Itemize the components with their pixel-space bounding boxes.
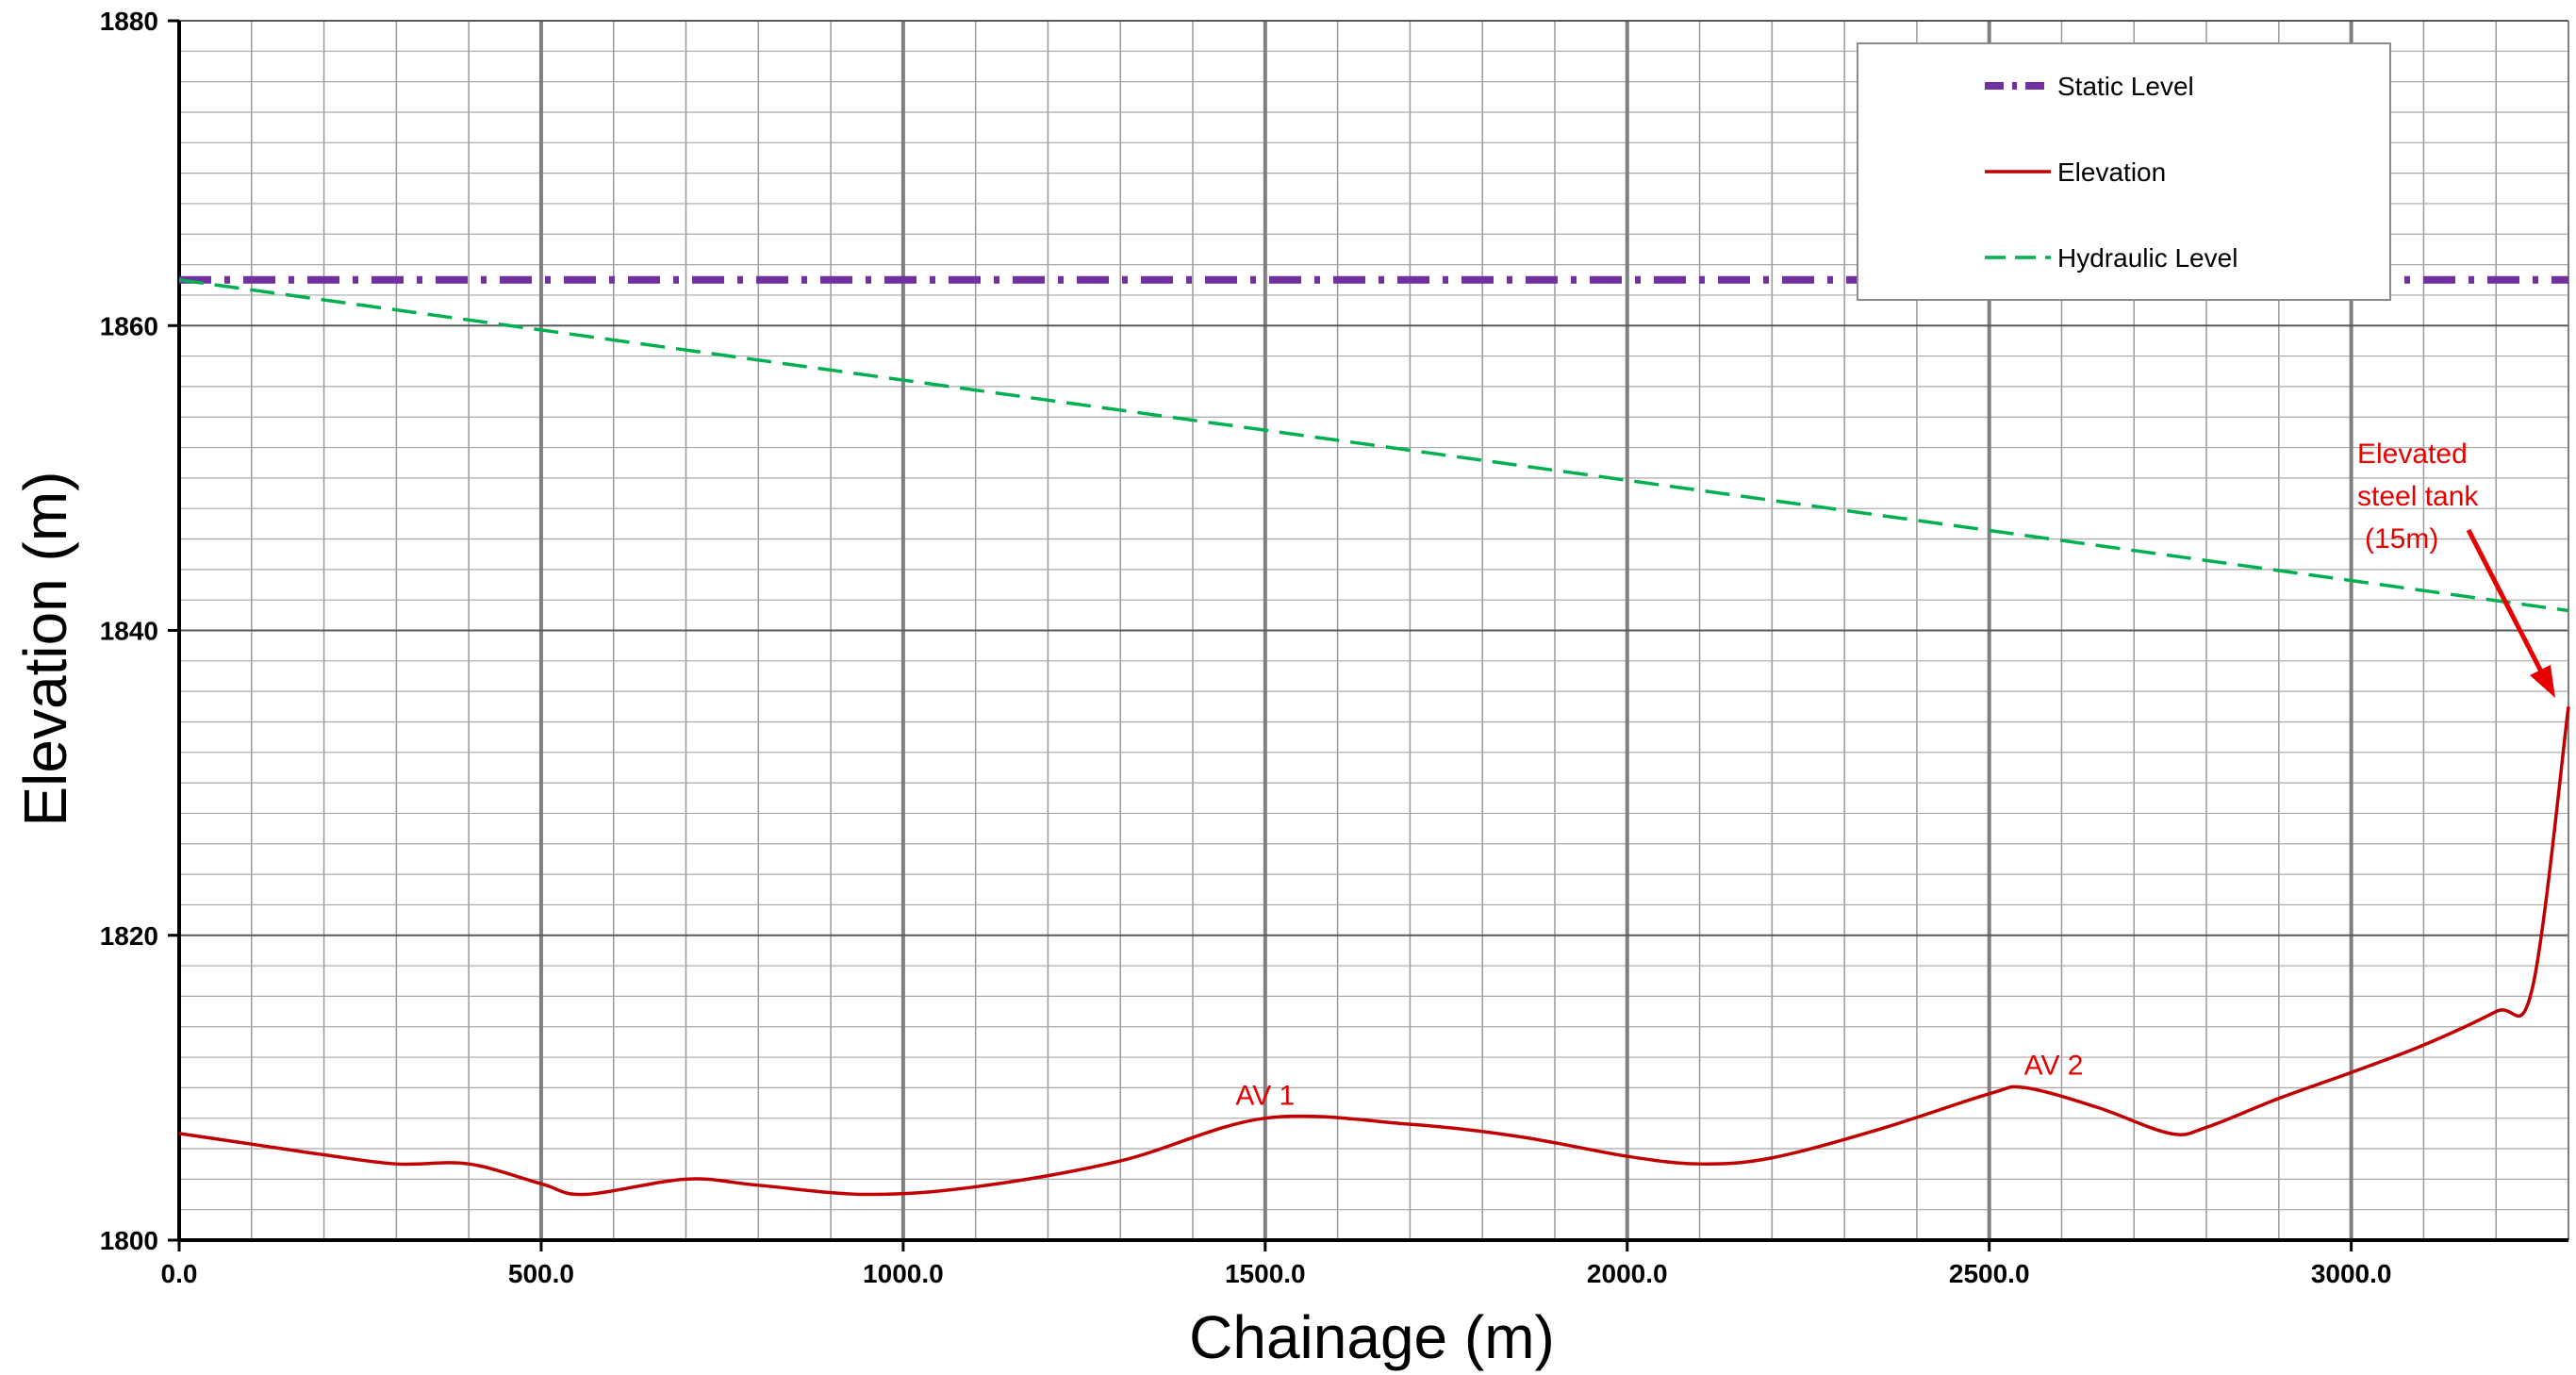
annotation-arrow-head: [2530, 665, 2555, 698]
y-tick-label: 1860: [100, 311, 158, 340]
series-hydraulic-level-line: [178, 278, 2569, 613]
y-tick-label: 1840: [100, 617, 158, 646]
y-tick-label: 1820: [100, 921, 158, 951]
annotation-layer: AV 1 AV 2 Elevated steel tank (15m): [1235, 439, 2555, 1112]
x-tick-label: 0.0: [161, 1259, 198, 1288]
annotation-av-2: AV 2: [2024, 1050, 2084, 1081]
legend-box: [1857, 42, 2391, 301]
legend-label-static-level: Static Level: [2057, 72, 2194, 101]
y-axis-title: Elevation (m): [11, 472, 79, 827]
annotation-arrow-shaft: [2466, 528, 2544, 673]
x-tick-label: 2000.0: [1587, 1259, 1668, 1288]
x-tick-label: 500.0: [508, 1259, 574, 1288]
tick-labels: 0.0 500.0 1000.0 1500.0 2000.0 2500.0 3000.0 18…: [100, 7, 2392, 1288]
x-axis-title: Chainage (m): [1189, 1303, 1555, 1371]
axes: [168, 19, 2568, 1251]
legend: Static Level Elevation Hydraulic Level: [1857, 42, 2391, 301]
annotation-elevated-steel-tank: Elevated steel tank (15m): [2357, 439, 2479, 555]
legend-label-hydraulic-level: Hydraulic Level: [2057, 243, 2237, 273]
x-tick-label: 3000.0: [2311, 1259, 2392, 1288]
y-tick-label: 1880: [100, 7, 158, 36]
series-elevation-line: [178, 706, 2570, 1197]
x-tick-label: 1000.0: [863, 1259, 944, 1288]
legend-label-elevation: Elevation: [2057, 157, 2166, 187]
y-tick-label: 1800: [100, 1226, 158, 1255]
x-tick-label: 1500.0: [1225, 1259, 1306, 1288]
annotation-av-1: AV 1: [1235, 1081, 1295, 1112]
x-tick-label: 2500.0: [1949, 1259, 2030, 1288]
